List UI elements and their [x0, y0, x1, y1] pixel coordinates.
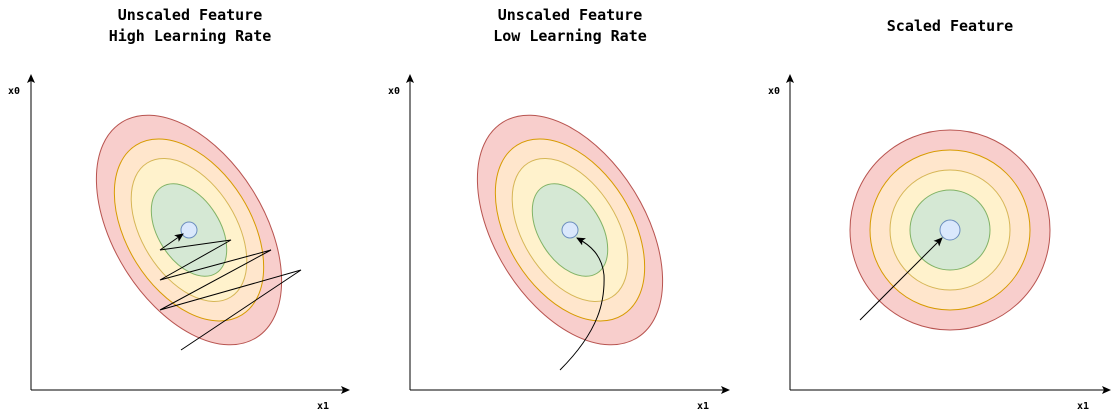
minimum-point: [939, 219, 961, 241]
descent-path: [559, 237, 605, 371]
panel-3-axes: x0 x1: [768, 74, 1111, 412]
descent-arrow: [159, 233, 184, 251]
x-axis-label: x1: [317, 401, 329, 412]
minimum-point: [180, 221, 198, 239]
panel-2: x0 x1: [388, 74, 730, 412]
panel-1: x0 x1: [8, 74, 350, 412]
y-axis-label: x0: [8, 86, 20, 97]
y-axis-label: x0: [388, 86, 400, 97]
panel-2-axes: x0 x1: [388, 74, 730, 412]
y-axis-label: x0: [768, 86, 780, 97]
minimum-point: [561, 221, 579, 239]
panel-1-title: Unscaled Feature High Learning Rate: [108, 6, 272, 45]
panel-3: x0 x1: [768, 74, 1111, 412]
x-axis-label: x1: [697, 401, 709, 412]
panel-1-axes: x0 x1: [8, 74, 350, 412]
x-axis-label: x1: [1077, 401, 1089, 412]
panel-3-title: Scaled Feature: [886, 17, 1014, 35]
descent-path: [159, 239, 302, 351]
descent-path: [859, 237, 943, 321]
panel-2-title: Unscaled Feature Low Learning Rate: [493, 6, 647, 45]
